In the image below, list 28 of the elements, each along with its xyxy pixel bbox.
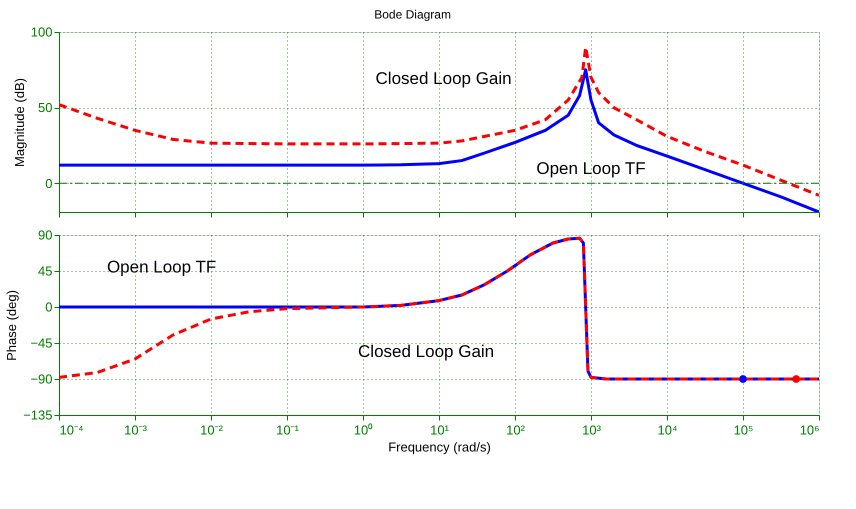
annotation: Closed Loop Gain	[358, 342, 494, 361]
x-tick-label: 10²	[506, 422, 526, 438]
x-tick-label: 10¹	[430, 422, 450, 438]
x-tick-label: 10⁻⁴	[60, 422, 84, 438]
x-tick-label: 10⁻³	[124, 422, 148, 438]
x-tick-label: 10⁻²	[200, 422, 224, 438]
x-axis-title: Frequency (rad/s)	[388, 440, 491, 454]
y-tick-label: 45	[38, 264, 52, 278]
y-tick-label: −90	[30, 372, 52, 386]
y-tick-label: 50	[38, 100, 52, 116]
annotation: Open Loop TF	[536, 158, 646, 178]
y-tick-label: 0	[45, 300, 52, 314]
annotation: Open Loop TF	[106, 257, 216, 276]
y-tick-label: 90	[38, 228, 52, 242]
x-tick-label: 10⁵	[734, 422, 754, 438]
x-tick-label: 10⁴	[657, 422, 678, 438]
y-axis-title: Phase (deg)	[4, 290, 20, 361]
y-tick-label: −135	[23, 408, 52, 422]
y-tick-label: −45	[30, 336, 52, 350]
x-tick-label: 10³	[582, 422, 602, 438]
x-tick-label: 10⁰	[354, 422, 374, 438]
y-tick-label: 100	[30, 24, 52, 40]
annotation: Closed Loop Gain	[376, 68, 512, 88]
chart-title: Bode Diagram	[374, 8, 451, 22]
y-axis-title: Magnitude (dB)	[12, 78, 27, 167]
x-tick-label: 10⁻¹	[276, 422, 300, 438]
y-tick-label: 0	[45, 176, 52, 191]
x-tick-label: 10⁶	[800, 422, 820, 438]
